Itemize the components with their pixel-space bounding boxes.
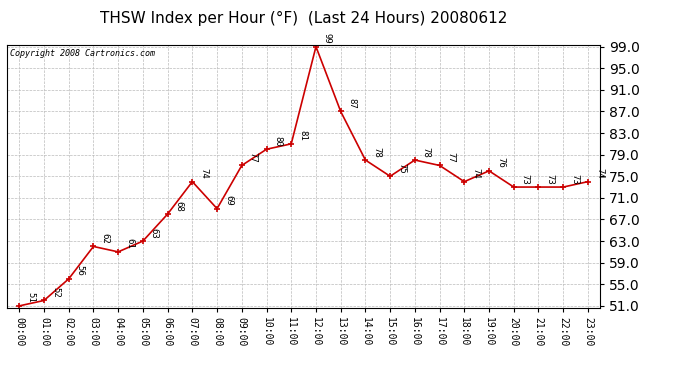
Text: THSW Index per Hour (°F)  (Last 24 Hours) 20080612: THSW Index per Hour (°F) (Last 24 Hours)… <box>100 11 507 26</box>
Text: 81: 81 <box>298 130 307 141</box>
Text: 73: 73 <box>545 174 555 184</box>
Text: 74: 74 <box>595 168 604 179</box>
Text: 69: 69 <box>224 195 233 206</box>
Text: 74: 74 <box>199 168 208 179</box>
Text: 74: 74 <box>471 168 480 179</box>
Text: 73: 73 <box>521 174 530 184</box>
Text: 56: 56 <box>76 266 85 276</box>
Text: 99: 99 <box>323 33 332 44</box>
Text: 73: 73 <box>570 174 579 184</box>
Text: Copyright 2008 Cartronics.com: Copyright 2008 Cartronics.com <box>10 49 155 58</box>
Text: 80: 80 <box>273 136 282 147</box>
Text: 52: 52 <box>51 287 60 298</box>
Text: 78: 78 <box>422 147 431 157</box>
Text: 68: 68 <box>175 201 184 211</box>
Text: 61: 61 <box>125 238 134 249</box>
Text: 63: 63 <box>150 228 159 238</box>
Text: 51: 51 <box>26 292 35 303</box>
Text: 62: 62 <box>100 233 110 244</box>
Text: 77: 77 <box>248 152 258 163</box>
Text: 87: 87 <box>348 98 357 109</box>
Text: 75: 75 <box>397 163 406 174</box>
Text: 77: 77 <box>446 152 455 163</box>
Text: 76: 76 <box>496 158 505 168</box>
Text: 78: 78 <box>373 147 382 157</box>
